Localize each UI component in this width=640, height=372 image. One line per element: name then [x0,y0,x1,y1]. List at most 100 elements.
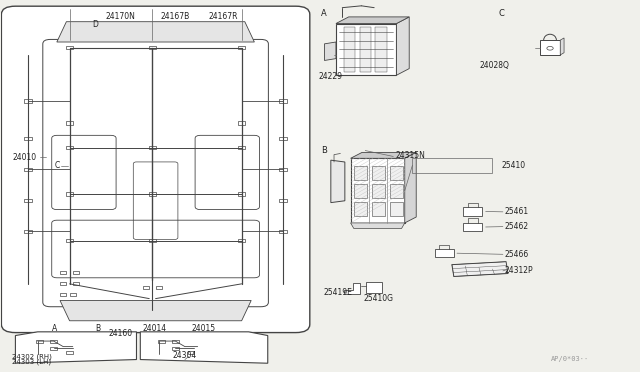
Text: 24028Q: 24028Q [479,61,509,70]
Bar [390,166,403,180]
Polygon shape [404,153,416,223]
Text: 25410G: 25410G [364,294,394,303]
Bar [238,146,246,150]
Text: 24303 (LH): 24303 (LH) [12,358,51,365]
Polygon shape [344,283,360,294]
Text: 24015: 24015 [191,324,216,333]
Bar [336,23,396,75]
Bar [372,184,385,198]
Bar [354,166,367,180]
Bar [372,202,385,217]
Text: 24304: 24304 [172,351,196,360]
Bar [158,340,164,343]
Polygon shape [140,332,268,363]
Polygon shape [15,332,136,363]
Text: B: B [321,146,327,155]
Text: 24010: 24010 [12,153,36,162]
Bar [172,340,179,343]
Bar [390,202,403,217]
Bar [24,230,32,233]
Polygon shape [396,17,409,75]
Text: 24315N: 24315N [395,151,425,160]
Bar [354,184,367,198]
Bar [463,223,483,231]
Text: 25410: 25410 [502,161,525,170]
Bar [148,239,156,243]
Text: 24229: 24229 [319,72,343,81]
Text: 25466: 25466 [505,250,529,259]
Bar [24,168,32,171]
Bar [412,158,492,173]
Bar [67,351,73,354]
Bar [238,239,246,243]
Polygon shape [336,17,409,23]
Polygon shape [60,301,251,321]
Bar [66,146,74,150]
Polygon shape [452,262,508,276]
Text: B: B [96,324,101,333]
Bar [360,27,371,71]
Bar [24,99,32,103]
Bar [60,271,67,274]
Bar [73,271,79,274]
Bar [366,282,382,293]
Polygon shape [351,223,404,228]
Bar [24,199,32,202]
Text: 25461: 25461 [505,207,529,217]
Bar [66,46,74,49]
Text: AP/0*03··: AP/0*03·· [550,356,589,362]
Text: 24167R: 24167R [209,12,238,21]
Bar [279,137,287,140]
Bar [344,27,355,71]
Bar [376,27,387,71]
Bar [172,347,179,350]
Bar [60,282,67,285]
Text: 24014: 24014 [143,324,167,333]
Bar [463,208,483,215]
Bar [354,202,367,217]
Bar [156,286,162,289]
Bar [70,294,76,296]
Bar [238,192,246,196]
Bar [148,192,156,196]
Bar [148,46,156,49]
Polygon shape [351,153,416,158]
Bar [66,121,74,125]
Bar [66,239,74,243]
Text: 25462: 25462 [505,222,529,231]
Text: A: A [321,9,327,18]
Text: 24170N: 24170N [105,12,135,21]
Text: A: A [52,324,58,333]
Text: D: D [93,20,99,29]
Bar [435,249,454,257]
Polygon shape [324,42,336,61]
Bar [143,286,149,289]
Text: 25419E: 25419E [323,288,352,297]
Bar [279,230,287,233]
Text: 24312P: 24312P [505,266,533,275]
Bar [390,184,403,198]
Text: 24302 (RH): 24302 (RH) [12,353,52,360]
Bar [60,294,67,296]
Bar [372,166,385,180]
Bar [148,146,156,150]
Bar [51,347,57,350]
Text: 24167B: 24167B [160,12,189,21]
Bar [238,121,246,125]
Bar [238,46,246,49]
Bar [36,340,43,343]
Text: C: C [499,9,504,18]
Bar [24,137,32,140]
Polygon shape [57,22,254,42]
FancyBboxPatch shape [1,6,310,333]
Polygon shape [560,38,564,55]
Bar [51,340,57,343]
Bar [66,192,74,196]
Bar [540,40,560,55]
Polygon shape [331,160,345,203]
Bar [188,351,195,354]
Text: 24160: 24160 [108,329,132,338]
Bar [351,158,404,223]
Bar [279,99,287,103]
Bar [73,282,79,285]
